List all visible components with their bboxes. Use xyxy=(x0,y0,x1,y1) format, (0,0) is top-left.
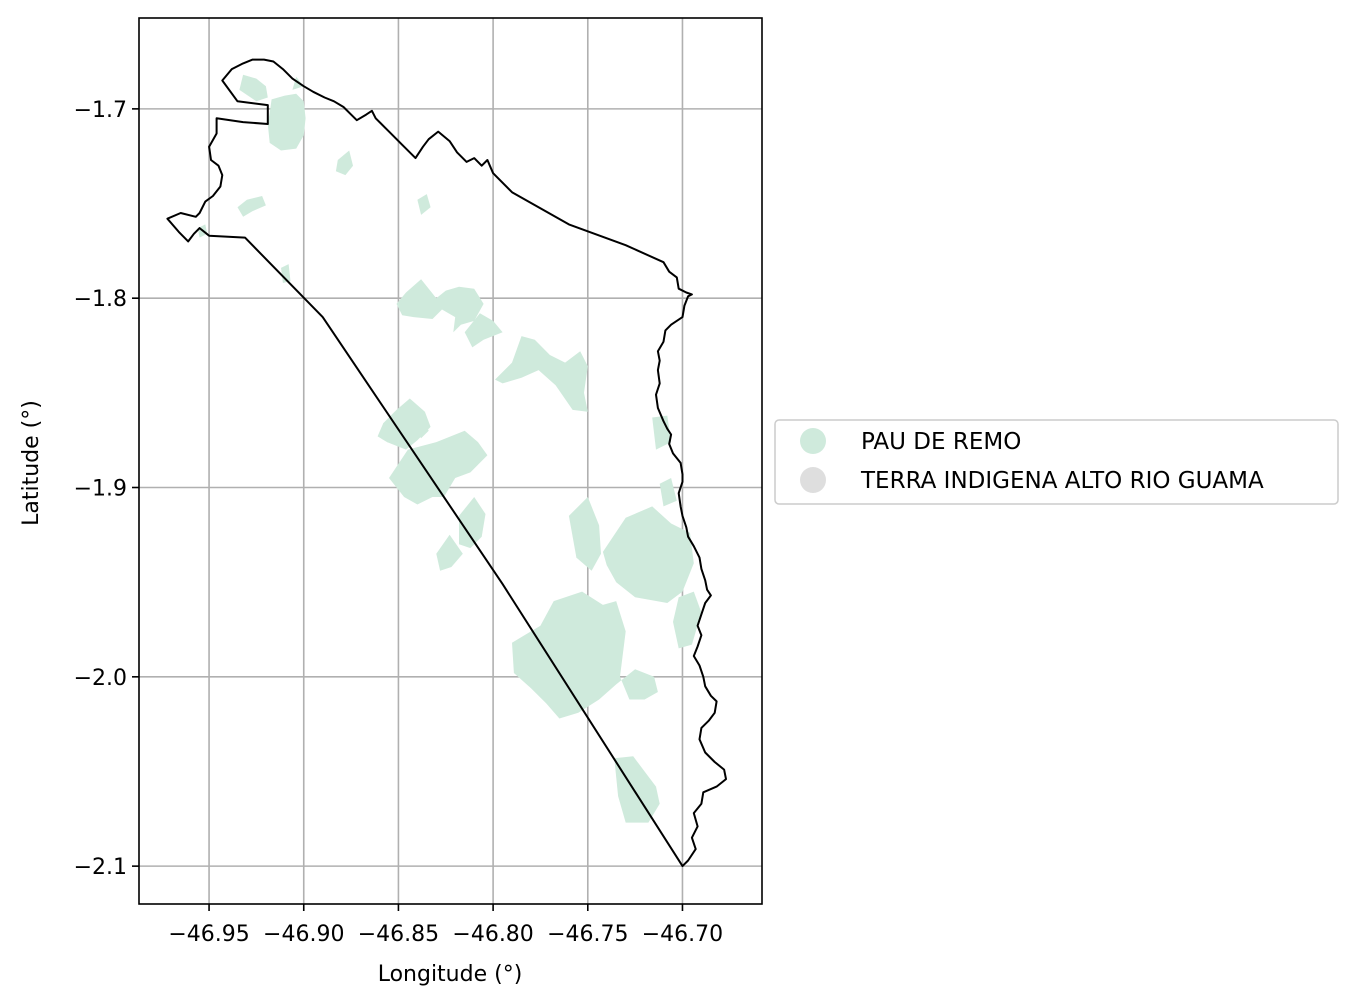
pau-de-remo-patch xyxy=(495,336,588,412)
pau-de-remo-patch xyxy=(417,194,431,215)
plot-frame xyxy=(138,17,763,905)
x-tick-label-4: −46.75 xyxy=(547,922,628,947)
pau-de-remo-patches xyxy=(197,74,702,823)
pau-de-remo-patch xyxy=(413,415,429,439)
legend-marker-terra-indigena xyxy=(800,467,826,493)
plot-area xyxy=(138,17,763,905)
x-tick-label-1: −46.90 xyxy=(263,922,344,947)
legend-marker-pau-de-remo xyxy=(800,428,826,454)
pau-de-remo-patch xyxy=(459,497,486,549)
boundary-outline xyxy=(166,58,727,868)
pau-de-remo-patch xyxy=(652,415,672,450)
region-boundary xyxy=(166,58,727,868)
y-axis-label: Latitude (°) xyxy=(19,400,44,526)
pau-de-remo-patch xyxy=(389,430,488,505)
y-tick-label-1: −1.8 xyxy=(74,287,127,312)
x-tick-label-0: −46.95 xyxy=(168,922,249,947)
x-tick-label-5: −46.70 xyxy=(642,922,723,947)
x-tick-label-2: −46.85 xyxy=(358,922,439,947)
pau-de-remo-patch xyxy=(602,506,694,603)
pau-de-remo-patch xyxy=(568,497,601,571)
legend-label-terra-indigena: TERRA INDIGENA ALTO RIO GUAMA xyxy=(860,468,1264,494)
pau-de-remo-patch xyxy=(464,313,503,348)
x-axis-label: Longitude (°) xyxy=(378,962,523,987)
pau-de-remo-patch xyxy=(436,534,463,571)
pau-de-remo-patch xyxy=(512,591,658,719)
x-tick-label-3: −46.80 xyxy=(452,922,533,947)
x-axis-ticks: −46.95 −46.90 −46.85 −46.80 −46.75 −46.70 xyxy=(168,904,723,947)
pau-de-remo-patch xyxy=(377,398,431,450)
gridlines xyxy=(139,18,762,904)
pau-de-remo-patch xyxy=(673,591,702,649)
pau-de-remo-patch xyxy=(237,196,266,217)
pau-de-remo-patch xyxy=(659,478,677,507)
pau-de-remo-patch xyxy=(267,93,306,151)
pau-de-remo-patch xyxy=(239,74,268,102)
legend-frame xyxy=(774,419,1339,505)
y-tick-label-2: −1.9 xyxy=(74,477,127,502)
y-tick-label-4: −2.1 xyxy=(74,855,127,880)
pau-de-remo-patch xyxy=(335,150,353,176)
y-axis-ticks: −1.7 −1.8 −1.9 −2.0 −2.1 xyxy=(74,98,139,880)
legend-label-pau-de-remo: PAU DE REMO xyxy=(861,429,1021,455)
pau-de-remo-patch xyxy=(396,279,484,333)
pau-de-remo-patch xyxy=(614,756,660,823)
y-tick-label-0: −1.7 xyxy=(74,98,127,123)
y-tick-label-3: −2.0 xyxy=(74,666,127,691)
legend: PAU DE REMO TERRA INDIGENA ALTO RIO GUAM… xyxy=(774,419,1339,505)
